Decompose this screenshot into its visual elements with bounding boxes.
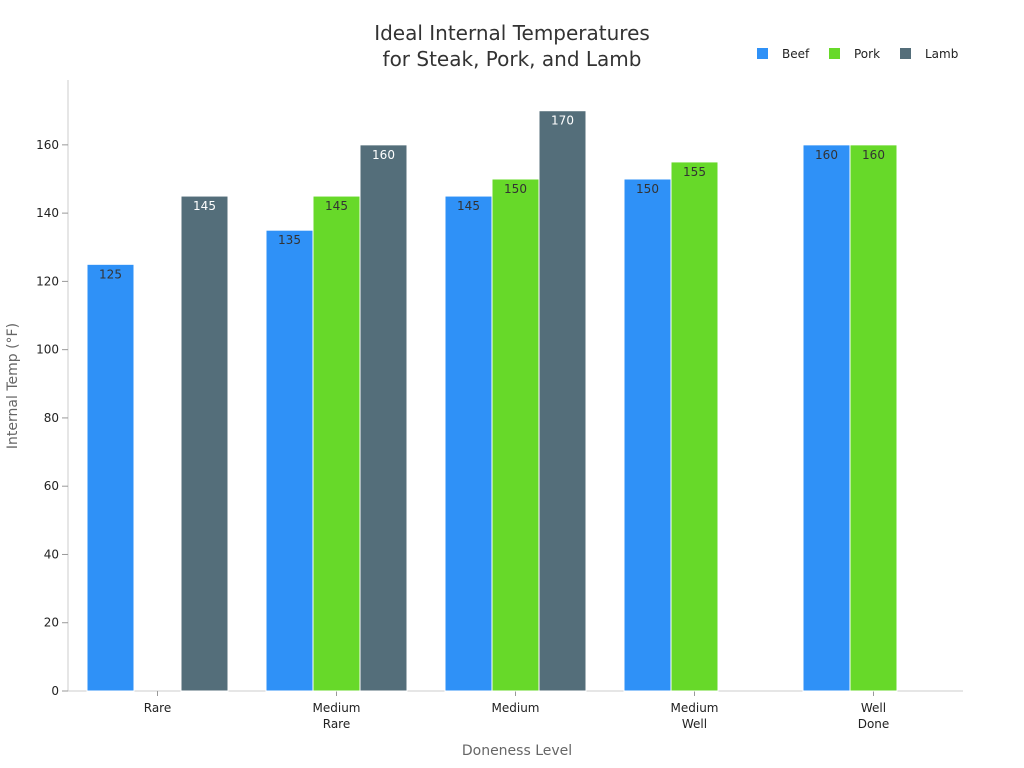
x-tick-label: Medium <box>313 701 361 715</box>
bar-pork <box>849 144 898 692</box>
bar-value-label: 160 <box>372 148 395 162</box>
bar-value-label: 155 <box>683 165 706 179</box>
bar-value-label: 145 <box>457 199 480 213</box>
y-tick-label: 140 <box>36 206 59 220</box>
bar-value-label: 145 <box>193 199 216 213</box>
bar-value-label: 145 <box>325 199 348 213</box>
chart-title: Ideal Internal Temperatures for Steak, P… <box>374 21 650 71</box>
y-tick-label: 80 <box>44 411 59 425</box>
x-tick-label: Well <box>861 701 886 715</box>
legend-label-beef: Beef <box>782 47 810 61</box>
bar-beef <box>86 263 135 692</box>
y-tick-label: 100 <box>36 343 59 357</box>
x-tick-label: Well <box>682 717 707 731</box>
bar-lamb <box>359 144 408 692</box>
x-tick-label: Rare <box>144 701 171 715</box>
x-tick-label: Done <box>858 717 890 731</box>
axes: 0 20 40 60 80 100 120 140 160 Rare Medium Rare Mediu… <box>36 80 963 731</box>
bar-pork <box>670 161 719 692</box>
legend-swatch-lamb <box>900 48 911 59</box>
bar-beef <box>802 144 851 692</box>
bar-pork <box>312 195 361 692</box>
x-tick-label: Rare <box>323 717 350 731</box>
bar-beef <box>265 229 314 692</box>
legend-swatch-beef <box>757 48 768 59</box>
x-tick-label: Medium <box>671 701 719 715</box>
x-tick-label: Medium <box>492 701 540 715</box>
bar-pork <box>491 178 540 692</box>
legend-label-lamb: Lamb <box>925 47 958 61</box>
legend-label-pork: Pork <box>854 47 880 61</box>
y-tick-label: 20 <box>44 616 59 630</box>
y-axis-title: Internal Temp (°F) <box>5 323 21 449</box>
y-tick-label: 40 <box>44 547 59 561</box>
bar-lamb <box>538 110 587 692</box>
bar-value-label: 150 <box>504 182 527 196</box>
legend-swatch-pork <box>829 48 840 59</box>
bar-lamb <box>180 195 229 692</box>
y-tick-label: 0 <box>51 684 59 698</box>
bar-value-label: 170 <box>551 114 574 128</box>
y-tick-label: 160 <box>36 138 59 152</box>
y-tick-label: 60 <box>44 479 59 493</box>
bar-beef <box>623 178 672 692</box>
chart-title-line-1: Ideal Internal Temperatures <box>374 21 650 45</box>
bar-value-label: 125 <box>99 267 122 281</box>
bar-value-label: 160 <box>815 148 838 162</box>
bar-value-label: 135 <box>278 233 301 247</box>
x-axis-title: Doneness Level <box>462 743 572 759</box>
y-tick-label: 120 <box>36 274 59 288</box>
bar-value-label: 150 <box>636 182 659 196</box>
bar-value-label: 160 <box>862 148 885 162</box>
bars: 125 135 145 150 160 145 150 155 160 145 160 170 <box>86 110 898 692</box>
chart-title-line-2: for Steak, Pork, and Lamb <box>383 47 642 71</box>
bar-beef <box>444 195 493 692</box>
legend: Beef Pork Lamb <box>757 47 958 61</box>
